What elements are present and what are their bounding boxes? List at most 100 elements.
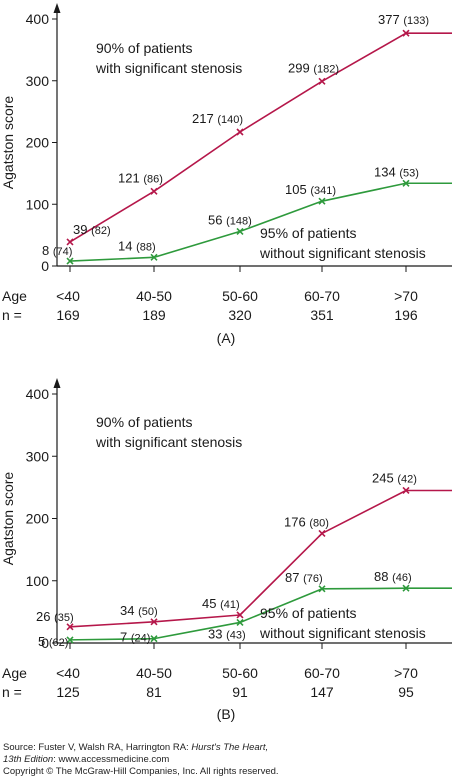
- x-tick-label: >70: [394, 288, 418, 304]
- x-tick-label: 40-50: [136, 288, 172, 304]
- n-value-label: 91: [232, 684, 248, 700]
- marker-stroke: [236, 128, 244, 136]
- n-prefix-label: n =: [2, 307, 22, 323]
- data-value-label: 56: [208, 212, 226, 227]
- data-count-label: (43): [226, 629, 246, 641]
- y-tick-label: 300: [26, 448, 50, 464]
- data-label: 56 (148): [208, 212, 252, 227]
- marker-stroke: [318, 197, 326, 205]
- marker-stroke: [150, 253, 158, 261]
- y-tick-label: 0: [41, 635, 49, 651]
- data-label: 33 (43): [208, 626, 246, 641]
- x-tick-label: 60-70: [304, 665, 340, 681]
- data-value-label: 14: [118, 238, 136, 253]
- marker-stroke: [66, 257, 74, 265]
- data-point-marker: [150, 635, 158, 643]
- y-tick-label: 300: [26, 73, 50, 89]
- data-count-label: (82): [91, 225, 111, 237]
- x-tick-label: 50-60: [222, 288, 258, 304]
- data-point-marker: [66, 257, 74, 265]
- n-value-label: 169: [56, 307, 80, 323]
- y-tick-label: 100: [26, 196, 50, 212]
- data-value-label: 45: [202, 596, 220, 611]
- marker-stroke: [402, 29, 410, 37]
- panel-label: (B): [217, 706, 236, 722]
- data-count-label: (133): [403, 15, 429, 27]
- marker-stroke: [150, 618, 158, 626]
- data-point-marker: [402, 584, 410, 592]
- n-value-label: 147: [310, 684, 334, 700]
- source-edition: 13th Edition: [3, 754, 54, 765]
- marker-stroke: [66, 238, 74, 246]
- n-value-label: 196: [394, 307, 418, 323]
- marker-stroke: [402, 179, 410, 187]
- series-line-2: [69, 587, 452, 641]
- data-point-marker: [318, 585, 326, 593]
- data-label: 105 (341): [285, 182, 336, 197]
- data-count-label: (76): [303, 573, 323, 585]
- n-value-label: 320: [228, 307, 252, 323]
- data-label: 34 (50): [120, 603, 158, 618]
- marker-stroke: [66, 623, 74, 631]
- data-count-label: (24): [131, 633, 151, 645]
- series-annotation-1: 90% of patients: [96, 40, 193, 56]
- data-value-label: 245: [372, 470, 397, 485]
- data-label: 121 (86): [118, 170, 163, 185]
- source-url: : www.accessmedicine.com: [53, 754, 170, 765]
- y-tick-label: 400: [26, 386, 50, 402]
- x-tick-label: <40: [56, 665, 80, 681]
- data-label: 134 (53): [374, 164, 419, 179]
- data-count-label: (88): [136, 241, 156, 253]
- data-point-marker: [318, 77, 326, 85]
- source-edition-line: 13th Edition: www.accessmedicine.com: [3, 754, 169, 766]
- y-axis-arrow-icon: [53, 3, 61, 13]
- data-count-label: (41): [220, 599, 240, 611]
- copyright-line: Copyright © The McGraw-Hill Companies, I…: [3, 766, 279, 778]
- data-point-marker: [66, 238, 74, 246]
- data-point-marker: [236, 611, 244, 619]
- data-value-label: 7: [120, 630, 131, 645]
- data-point-marker: [150, 253, 158, 261]
- data-label: 7 (24): [120, 630, 150, 645]
- chart-panel-2: 0 100 200 300 400 Agatston score Age n = <40 40-5…: [0, 378, 452, 722]
- data-label: 377 (133): [378, 12, 429, 27]
- data-label: 88 (46): [374, 569, 412, 584]
- marker-stroke: [236, 618, 244, 627]
- data-count-label: (35): [54, 612, 74, 624]
- n-value-label: 351: [310, 307, 334, 323]
- data-value-label: 87: [285, 570, 303, 585]
- series-line-1: [69, 32, 452, 243]
- data-value-label: 217: [192, 111, 217, 126]
- data-value-label: 5: [38, 634, 49, 649]
- data-count-label: (140): [217, 114, 243, 126]
- marker-stroke: [402, 486, 410, 495]
- series-annotation-2: without significant stenosis: [259, 625, 426, 641]
- series-line-1: [69, 489, 452, 628]
- data-value-label: 121: [118, 170, 143, 185]
- marker-stroke: [236, 227, 244, 235]
- data-point-marker: [402, 486, 410, 495]
- y-tick-label: 100: [26, 573, 50, 589]
- data-value-label: 39: [73, 222, 91, 237]
- marker-stroke: [318, 529, 326, 538]
- x-tick-label: 50-60: [222, 665, 258, 681]
- data-value-label: 34: [120, 603, 138, 618]
- series-annotation-1: with significant stenosis: [95, 60, 242, 76]
- data-count-label: (80): [309, 517, 329, 529]
- marker-stroke: [66, 636, 74, 644]
- data-point-marker: [66, 636, 74, 644]
- y-axis-title: Agatston score: [0, 96, 16, 190]
- y-tick-label: 200: [26, 135, 50, 151]
- series-annotation-1: 90% of patients: [96, 414, 193, 430]
- data-value-label: 88: [374, 569, 392, 584]
- series-annotation-2: 95% of patients: [260, 225, 357, 241]
- data-count-label: (42): [397, 473, 417, 485]
- y-tick-label: 200: [26, 511, 50, 527]
- data-value-label: 33: [208, 626, 226, 641]
- data-count-label: (53): [399, 167, 419, 179]
- data-value-label: 26: [36, 609, 54, 624]
- series-annotation-2: 95% of patients: [260, 605, 357, 621]
- data-point-marker: [236, 227, 244, 235]
- data-label: 26 (35): [36, 609, 74, 624]
